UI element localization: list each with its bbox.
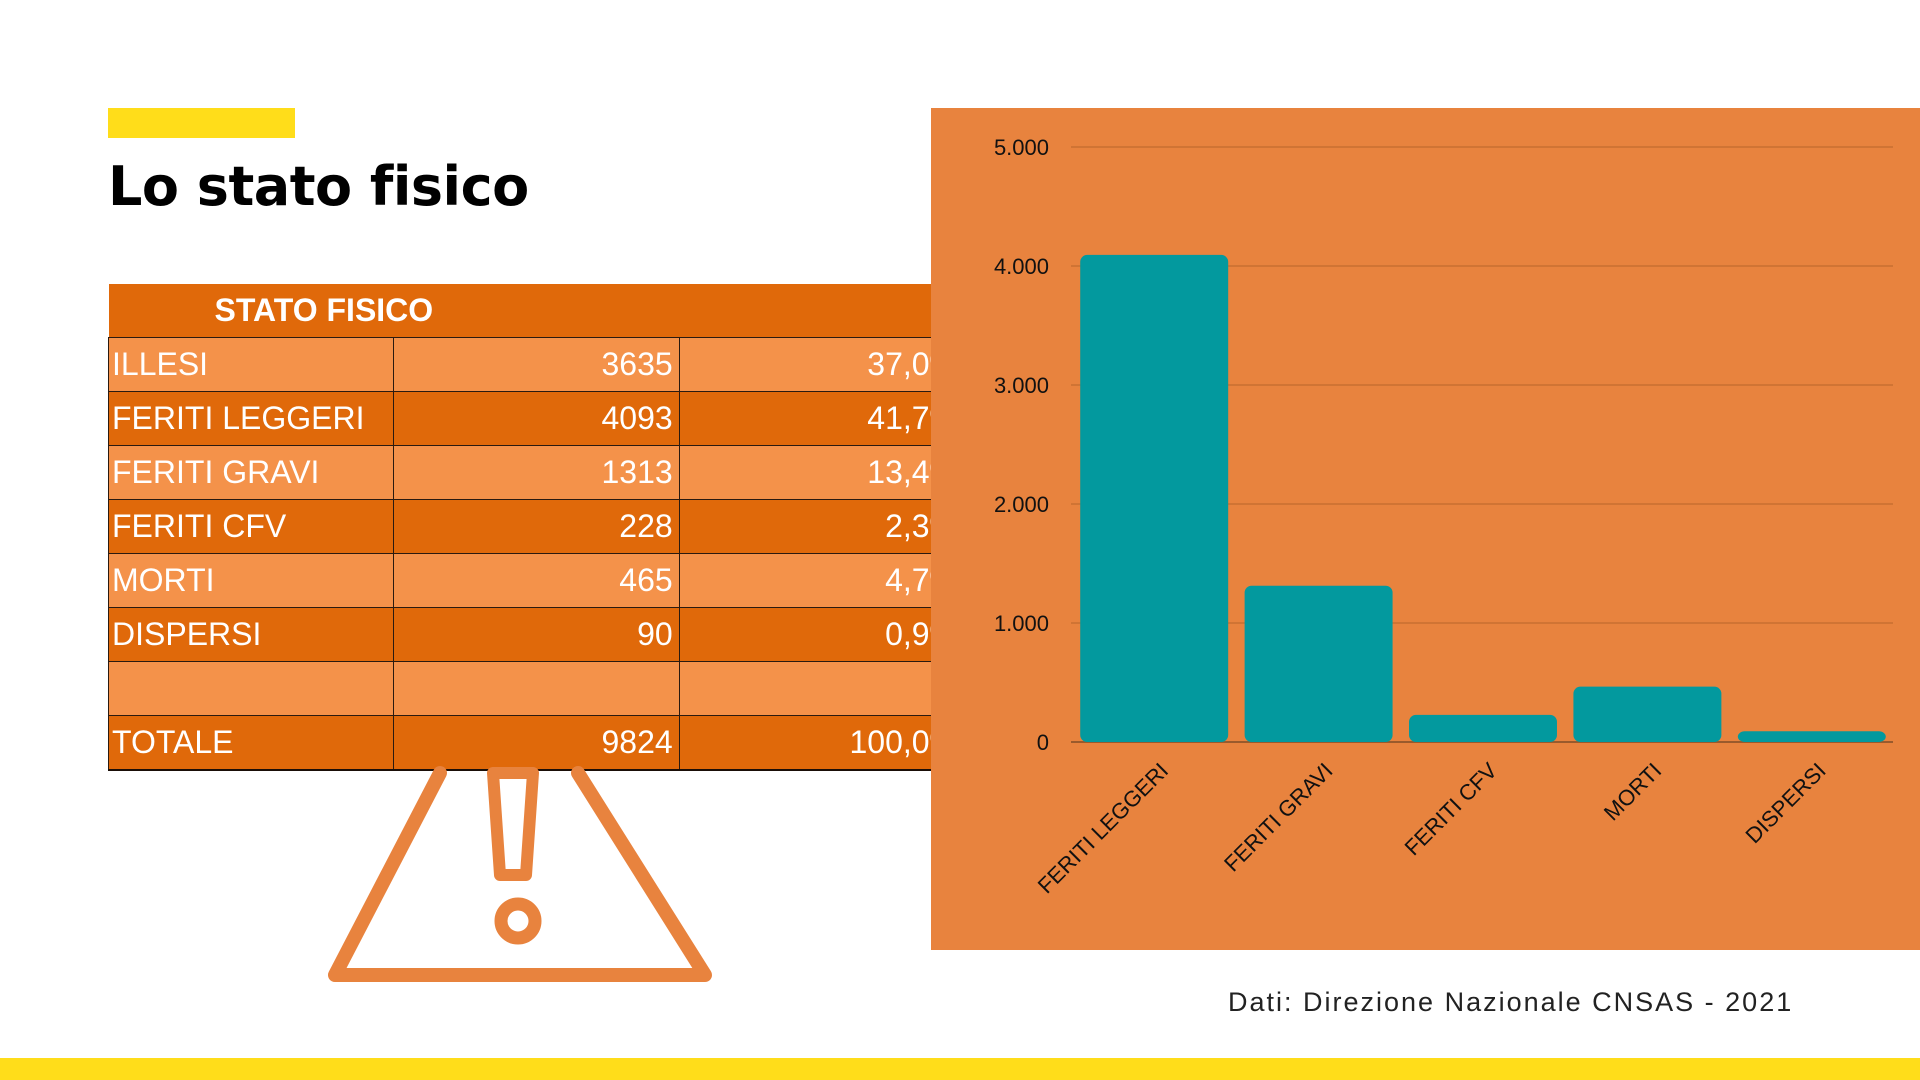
bar-chart: 0 1.000 2.000 3.000 4.000 5.000 FERITI LEGGERI…	[994, 135, 1893, 898]
row-label: FERITI LEGGERI	[107, 391, 395, 446]
stato-fisico-table: STATO FISICO ILLESI 3635 37,0% FERITI LEGGE…	[107, 284, 966, 771]
table-row: FERITI CFV 228 2,3%	[107, 499, 966, 554]
row-count: 90	[393, 607, 680, 662]
y-tick-label: 5.000	[994, 135, 1049, 160]
row-percent: 37,0%	[678, 337, 966, 392]
x-tick-label: DISPERSI	[1740, 758, 1830, 848]
y-tick-label: 1.000	[994, 611, 1049, 636]
row-count: 1313	[393, 445, 680, 500]
x-tick-label: MORTI	[1599, 758, 1667, 826]
row-count: 3635	[393, 337, 680, 392]
row-label: FERITI GRAVI	[107, 445, 395, 500]
row-count: 228	[393, 499, 680, 554]
table-header-row: STATO FISICO	[108, 284, 965, 338]
bar-feriti-gravi	[1244, 585, 1393, 742]
row-label: FERITI CFV	[107, 499, 395, 554]
x-tick-label: FERITI CFV	[1400, 758, 1503, 861]
chart-panel: 0 1.000 2.000 3.000 4.000 5.000 FERITI LEGGERI…	[931, 108, 1920, 950]
x-tick-label: FERITI LEGGERI	[1033, 758, 1173, 898]
x-tick-label: FERITI GRAVI	[1219, 758, 1338, 877]
row-count: 465	[393, 553, 680, 608]
bar-feriti-leggeri	[1080, 254, 1229, 743]
y-tick-label: 0	[1037, 730, 1049, 755]
row-percent: 4,7%	[678, 553, 966, 608]
table-row: DISPERSI 90 0,9%	[107, 607, 966, 662]
row-percent: 41,7%	[678, 391, 966, 446]
y-tick-label: 3.000	[994, 373, 1049, 398]
table-header: STATO FISICO	[108, 284, 965, 338]
page-title: Lo stato fisico	[108, 155, 529, 218]
row-percent	[678, 661, 966, 716]
table-total-row: TOTALE 9824 100,0%	[107, 715, 966, 771]
table-row: MORTI 465 4,7%	[107, 553, 966, 608]
table-row: FERITI LEGGERI 4093 41,7%	[107, 391, 966, 446]
bar-dispersi	[1737, 731, 1886, 742]
table-row: ILLESI 3635 37,0%	[107, 337, 966, 392]
bar-feriti-cfv	[1409, 714, 1557, 742]
row-label: TOTALE	[107, 715, 395, 771]
bottom-accent-bar	[0, 1058, 1920, 1080]
title-accent-bar	[108, 108, 295, 138]
row-percent: 13,4%	[678, 445, 966, 500]
row-percent: 0,9%	[678, 607, 966, 662]
table-row: FERITI GRAVI 1313 13,4%	[107, 445, 966, 500]
source-note: Dati: Direzione Nazionale CNSAS - 2021	[1228, 987, 1794, 1017]
row-label	[107, 661, 395, 716]
y-tick-label: 2.000	[994, 492, 1049, 517]
row-count: 9824	[393, 715, 680, 771]
y-tick-label: 4.000	[994, 254, 1049, 279]
row-count: 4093	[393, 391, 680, 446]
warning-triangle-icon	[328, 766, 712, 982]
row-percent: 2,3%	[678, 499, 966, 554]
table-row	[107, 661, 966, 716]
bar-morti	[1573, 686, 1722, 742]
row-label: DISPERSI	[107, 607, 395, 662]
row-label: MORTI	[107, 553, 395, 608]
row-label: ILLESI	[107, 337, 395, 392]
row-percent: 100,0%	[678, 715, 966, 771]
row-count	[393, 661, 680, 716]
